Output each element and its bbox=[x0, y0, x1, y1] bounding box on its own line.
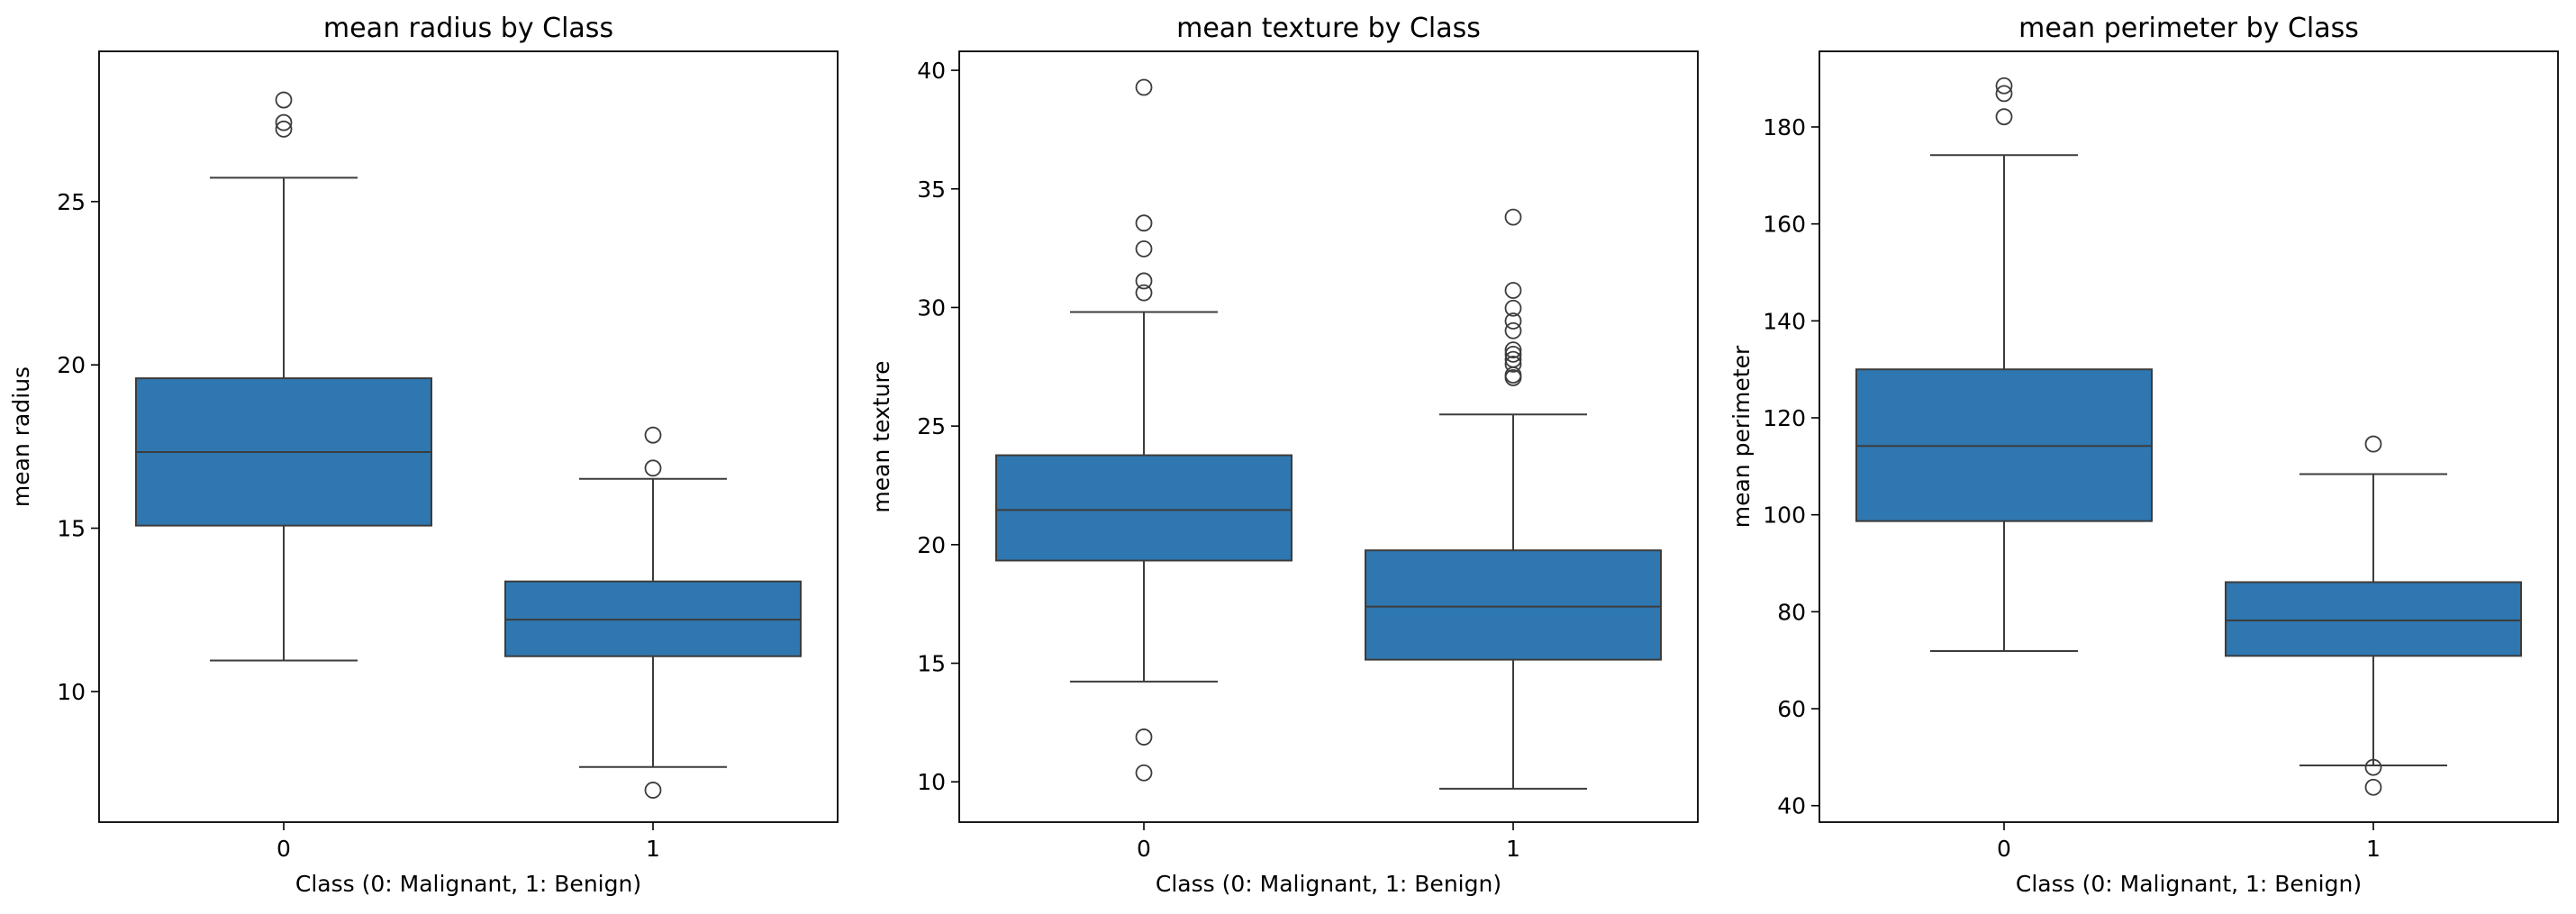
outlier-point bbox=[1504, 321, 1522, 339]
x-tick-label: 0 bbox=[1137, 836, 1151, 862]
outlier-point bbox=[2364, 435, 2382, 453]
x-axis-label: Class (0: Malignant, 1: Benign) bbox=[2016, 871, 2362, 897]
chart-title: mean texture by Class bbox=[1176, 13, 1481, 44]
outlier-point bbox=[2364, 778, 2382, 796]
y-tick-label: 15 bbox=[57, 516, 86, 542]
outlier-point bbox=[644, 426, 662, 444]
box-group-0 bbox=[135, 91, 432, 662]
y-tick-label: 180 bbox=[1763, 114, 1806, 140]
y-tick-label: 10 bbox=[917, 769, 946, 795]
outlier-point bbox=[275, 91, 293, 109]
outlier-point bbox=[1135, 728, 1153, 746]
y-tick-label: 15 bbox=[917, 651, 946, 677]
outlier-point bbox=[1504, 312, 1522, 330]
y-tick-label: 40 bbox=[917, 58, 946, 84]
outlier-point bbox=[2364, 758, 2382, 776]
x-tick-label: 1 bbox=[646, 836, 660, 862]
outlier-point bbox=[1504, 282, 1522, 299]
y-axis-label: mean perimeter bbox=[1728, 345, 1755, 528]
y-tick-label: 80 bbox=[1777, 599, 1806, 625]
outlier-point bbox=[1995, 108, 2013, 126]
y-tick-label: 25 bbox=[57, 189, 86, 215]
outlier-point bbox=[1995, 85, 2013, 103]
x-tick-label: 0 bbox=[277, 836, 291, 862]
outlier-point bbox=[1504, 341, 1522, 359]
outlier-point bbox=[644, 459, 662, 477]
box-group-0 bbox=[995, 78, 1293, 782]
y-tick-label: 20 bbox=[57, 352, 86, 378]
y-tick-label: 10 bbox=[57, 679, 86, 705]
y-tick-label: 140 bbox=[1763, 308, 1806, 334]
plot-frame bbox=[1819, 50, 2559, 823]
chart-panel-1: mean texture by Class 10 15 20 25 30 35 40 0 1Cla… bbox=[868, 13, 1699, 897]
y-tick-label: 35 bbox=[917, 176, 946, 203]
x-tick-label: 1 bbox=[2366, 836, 2381, 862]
outlier-point bbox=[1504, 356, 1522, 373]
box-group-0 bbox=[1855, 77, 2153, 652]
outlier-point bbox=[1504, 345, 1522, 363]
chart-title: mean perimeter by Class bbox=[2018, 13, 2359, 44]
y-tick-label: 120 bbox=[1763, 405, 1806, 431]
outlier-point bbox=[1504, 299, 1522, 317]
box-iqr bbox=[995, 454, 1293, 562]
y-tick-label: 25 bbox=[917, 413, 946, 439]
outlier-point bbox=[644, 782, 662, 799]
x-tick-label: 1 bbox=[1506, 836, 1520, 862]
chart-title: mean radius by Class bbox=[323, 13, 613, 44]
outlier-point bbox=[1995, 77, 2013, 95]
box-iqr bbox=[1365, 549, 1662, 661]
x-tick-label: 0 bbox=[1997, 836, 2011, 862]
outlier-point bbox=[1135, 764, 1153, 782]
outlier-point bbox=[1135, 214, 1153, 232]
x-axis-label: Class (0: Malignant, 1: Benign) bbox=[1156, 871, 1501, 897]
y-axis-label: mean texture bbox=[868, 360, 894, 512]
outlier-point bbox=[1135, 272, 1153, 290]
outlier-point bbox=[1135, 78, 1153, 96]
y-tick-label: 100 bbox=[1763, 502, 1806, 529]
plot-frame bbox=[98, 50, 839, 823]
plot-frame bbox=[958, 50, 1699, 823]
outlier-point bbox=[1504, 208, 1522, 226]
chart-panel-2: mean perimeter by Class 40 60 80 100 120 140 16… bbox=[1728, 13, 2559, 897]
y-tick-label: 20 bbox=[917, 532, 946, 558]
outlier-point bbox=[1135, 240, 1153, 258]
box-group-1 bbox=[2225, 435, 2522, 796]
y-tick-label: 160 bbox=[1763, 212, 1806, 238]
box-iqr bbox=[2225, 581, 2522, 657]
outlier-point bbox=[275, 120, 293, 138]
box-group-1 bbox=[504, 426, 802, 799]
y-tick-label: 30 bbox=[917, 294, 946, 321]
y-axis-label: mean radius bbox=[8, 367, 34, 507]
box-group-1 bbox=[1365, 208, 1662, 790]
y-tick-label: 40 bbox=[1777, 793, 1806, 819]
x-axis-label: Class (0: Malignant, 1: Benign) bbox=[295, 871, 641, 897]
outlier-point bbox=[1504, 350, 1522, 368]
y-tick-label: 60 bbox=[1777, 696, 1806, 722]
outlier-point bbox=[1135, 284, 1153, 302]
outlier-point bbox=[275, 113, 293, 131]
